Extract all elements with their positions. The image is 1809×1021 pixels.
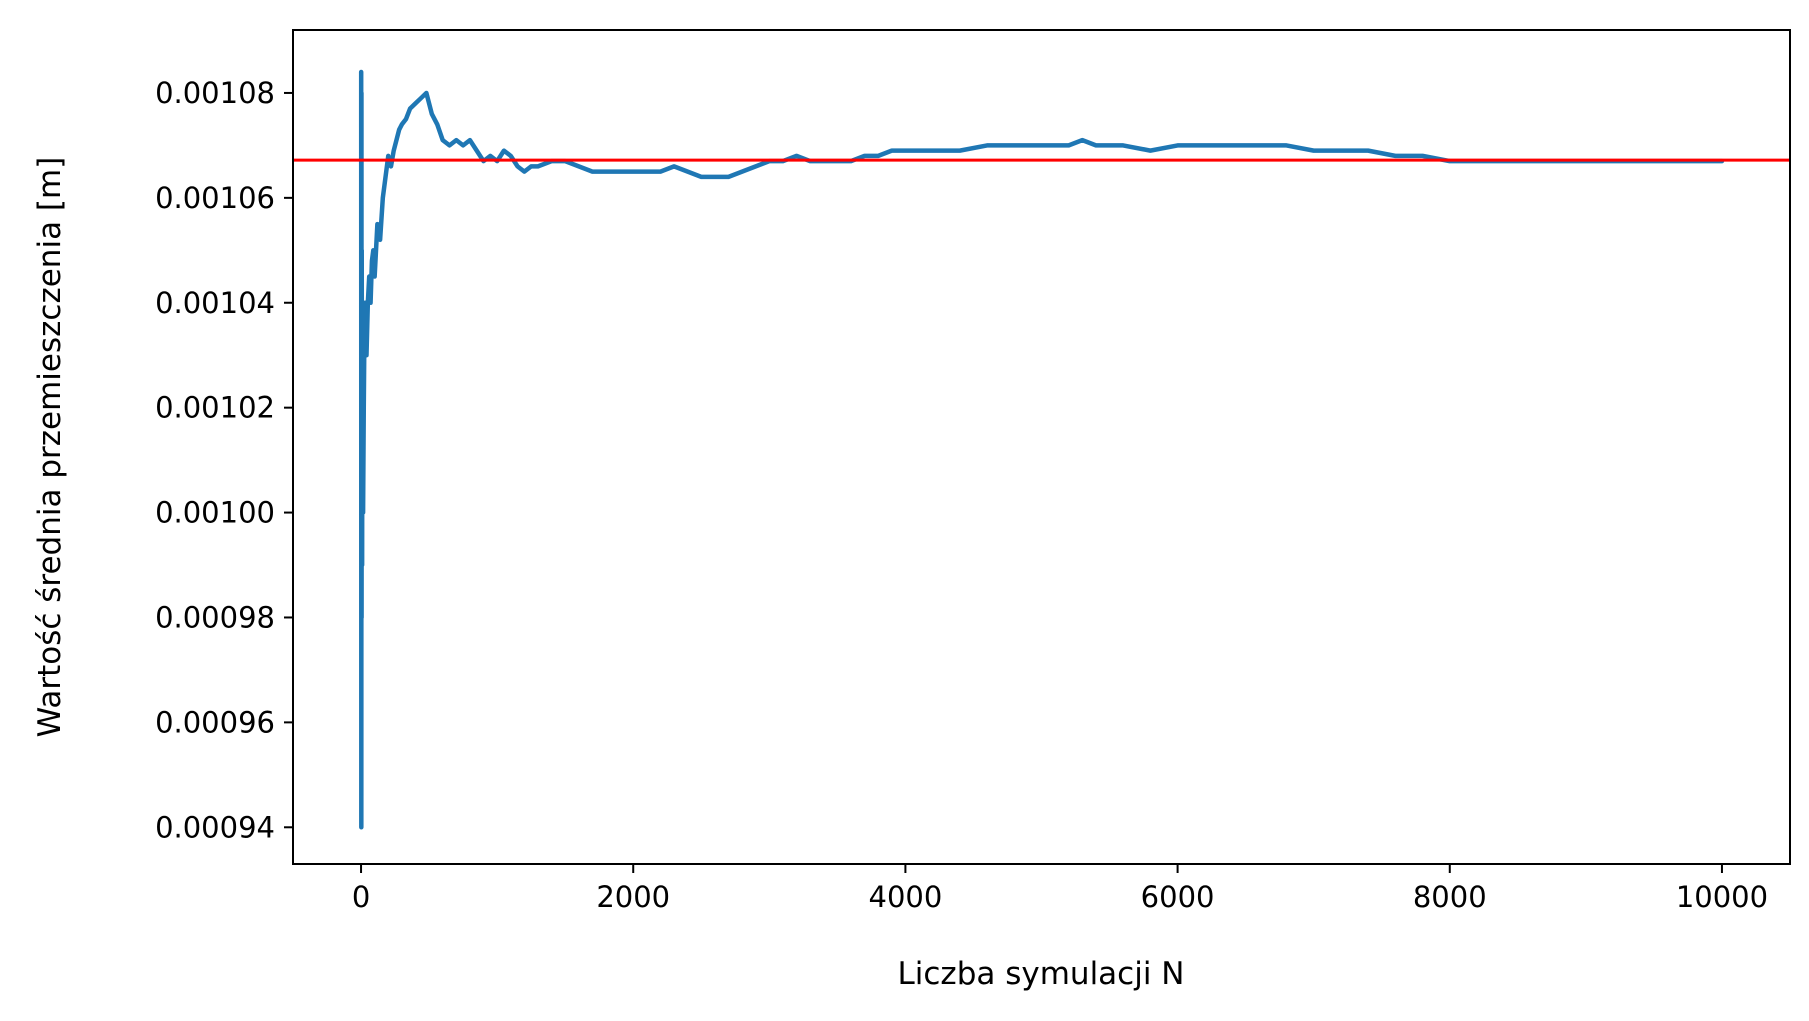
plot-frame (292, 29, 1791, 865)
y-tick-label: 0.00094 (155, 810, 275, 844)
y-tick-label: 0.00098 (155, 600, 275, 634)
y-tick-label: 0.00108 (155, 76, 275, 110)
y-tick-label: 0.00106 (155, 181, 275, 215)
y-axis-ticks: 0.00094 0.00096 0.00098 0.00100 0.00102 0.001… (155, 76, 293, 844)
x-axis-title: Liczba symulacji N (898, 956, 1185, 992)
y-tick-label: 0.00100 (155, 496, 275, 530)
y-tick-label: 0.00104 (155, 286, 275, 320)
x-axis-ticks: 0 2000 4000 6000 8000 10000 (352, 864, 1768, 914)
y-axis-title: Wartość średnia przemieszczenia [m] (32, 157, 68, 738)
series-line (358, 69, 1725, 830)
y-tick-label: 0.00102 (155, 391, 275, 425)
x-tick-label: 4000 (869, 880, 943, 914)
x-tick-label: 0 (352, 880, 370, 914)
x-tick-label: 8000 (1413, 880, 1487, 914)
x-tick-label: 2000 (596, 880, 670, 914)
plot-area (293, 69, 1790, 830)
x-tick-label: 6000 (1141, 880, 1215, 914)
x-tick-label: 10000 (1676, 880, 1768, 914)
y-tick-label: 0.00096 (155, 705, 275, 739)
